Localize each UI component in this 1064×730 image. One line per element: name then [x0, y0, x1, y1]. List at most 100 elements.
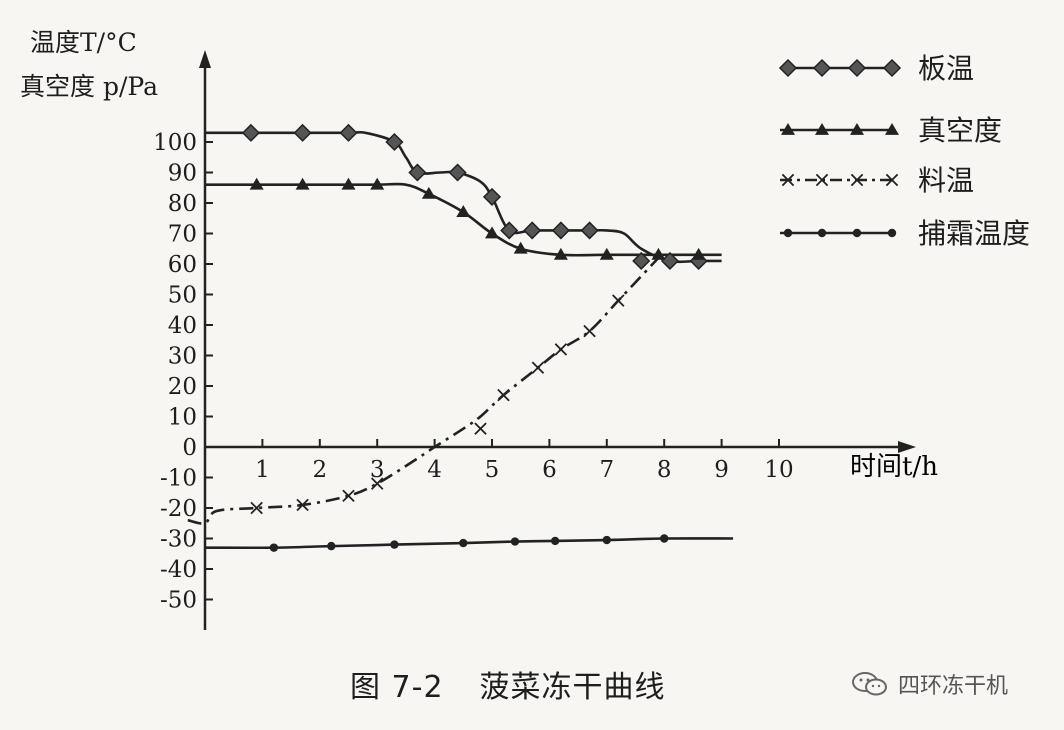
legend-marker	[817, 228, 827, 238]
series-3-point	[269, 543, 279, 552]
series-3-point	[510, 537, 520, 546]
series-2-point	[296, 498, 309, 512]
series-1-point	[295, 177, 310, 190]
series-0-point	[241, 123, 260, 142]
series-3-point	[327, 541, 336, 551]
y-tick-label: -20	[160, 496, 197, 522]
series-line-1	[204, 182, 722, 257]
y-tick-label: 60	[168, 252, 197, 278]
x-tick-label: 6	[542, 457, 557, 483]
series-0-point	[632, 251, 651, 271]
y-tick-label: 0	[182, 435, 197, 461]
series-3-point	[660, 534, 669, 543]
y-tick-label: 70	[168, 222, 197, 248]
wechat-icon	[852, 672, 887, 696]
y-tick-label: 40	[168, 313, 197, 339]
series-2-point	[497, 388, 510, 402]
series-0-point	[482, 187, 502, 206]
series-1-point	[691, 247, 706, 260]
legend-marker	[885, 123, 899, 135]
y-tick-label: -40	[160, 557, 197, 583]
legend-marker	[815, 123, 829, 135]
series-0-point	[293, 123, 312, 142]
legend-marker	[781, 173, 795, 187]
watermark-text: 四环冻干机	[898, 674, 1009, 699]
y-tick-label: 90	[168, 161, 197, 187]
legend-label: 真空度	[918, 114, 1002, 147]
caption-number: 图 7-2	[350, 670, 444, 705]
series-2-point	[583, 324, 596, 338]
series-markers	[241, 123, 708, 552]
series-3-point	[390, 540, 399, 549]
legend-marker	[850, 123, 864, 135]
series-0-point	[339, 123, 358, 142]
y-tick-label: 100	[153, 130, 197, 156]
x-tick-label: 4	[427, 457, 442, 483]
y-tick-label: 20	[168, 374, 197, 400]
series-1-point	[249, 177, 264, 190]
y-tick-label: 50	[168, 283, 197, 309]
x-tick-label: 8	[657, 457, 672, 483]
legend-marker	[815, 173, 829, 187]
legend-label: 捕霜温度	[918, 217, 1030, 250]
legend-marker	[885, 173, 899, 187]
x-tick-label: 1	[255, 457, 270, 483]
legend-marker	[882, 58, 902, 78]
legend-marker	[778, 58, 798, 78]
series-3-point	[550, 536, 560, 546]
series-line-0	[205, 130, 722, 264]
legend-marker	[852, 228, 862, 238]
series-2-point	[554, 343, 568, 356]
axes	[199, 50, 916, 630]
series-0-point	[523, 221, 542, 240]
series-2-point	[531, 361, 545, 374]
x-tick-label: 7	[599, 457, 614, 483]
x-tick-label: 9	[714, 457, 729, 483]
figure-caption: 图 7-2 菠菜冻干曲线	[350, 662, 666, 706]
series-3-point	[602, 535, 611, 545]
line-chart: -50 -40 -30 -20 -10 0 10 20 30 40 50 60 70 80 90 100 1 2 3…	[153, 50, 1030, 630]
caption-title: 菠菜冻干曲线	[479, 670, 666, 705]
legend-marker	[812, 58, 832, 78]
series-0-point	[551, 221, 570, 240]
series-0-point	[408, 163, 427, 182]
series-lines	[187, 130, 734, 550]
series-0-point	[660, 251, 680, 271]
y-tick-label: 80	[168, 191, 197, 217]
series-0-point	[385, 132, 404, 152]
series-1-point	[513, 241, 528, 254]
y-axis-arrow	[199, 50, 211, 68]
x-axis-label: 时间t/h	[850, 452, 938, 482]
series-1-point	[456, 205, 471, 218]
watermark: 四环冻干机	[850, 668, 1008, 700]
x-tick-label: 3	[370, 457, 385, 483]
series-0-point	[500, 221, 519, 240]
series-1-point	[341, 177, 356, 190]
tick-labels: -50 -40 -30 -20 -10 0 10 20 30 40 50 60 70 80 90 100 1 2 3…	[153, 130, 794, 614]
series-1-point	[651, 247, 666, 260]
y-axis-label-line-1: 温度T/°C	[30, 28, 137, 57]
series-1-point	[599, 247, 614, 260]
y-tick-label: 10	[168, 405, 197, 431]
x-tick-label: 5	[485, 457, 500, 483]
legend-marker	[847, 58, 867, 78]
y-tick-label: 30	[168, 344, 197, 370]
series-line-3	[204, 537, 734, 550]
y-tick-label: -50	[160, 588, 197, 614]
series-1-point	[421, 186, 436, 199]
series-3-point	[459, 538, 468, 548]
series-1-point	[553, 247, 568, 260]
legend-marker	[781, 123, 795, 135]
legend-label: 板温	[918, 52, 974, 85]
x-axis-arrow	[898, 441, 916, 453]
y-axis-label-line-2: 真空度 p/Pa	[20, 72, 158, 101]
series-2-point	[370, 477, 384, 490]
legend-marker	[783, 228, 793, 238]
series-2-point	[250, 501, 263, 515]
legend-label: 料温	[918, 164, 974, 197]
series-2-point	[474, 422, 487, 435]
y-tick-label: -10	[160, 466, 197, 492]
series-0-point	[580, 221, 599, 240]
